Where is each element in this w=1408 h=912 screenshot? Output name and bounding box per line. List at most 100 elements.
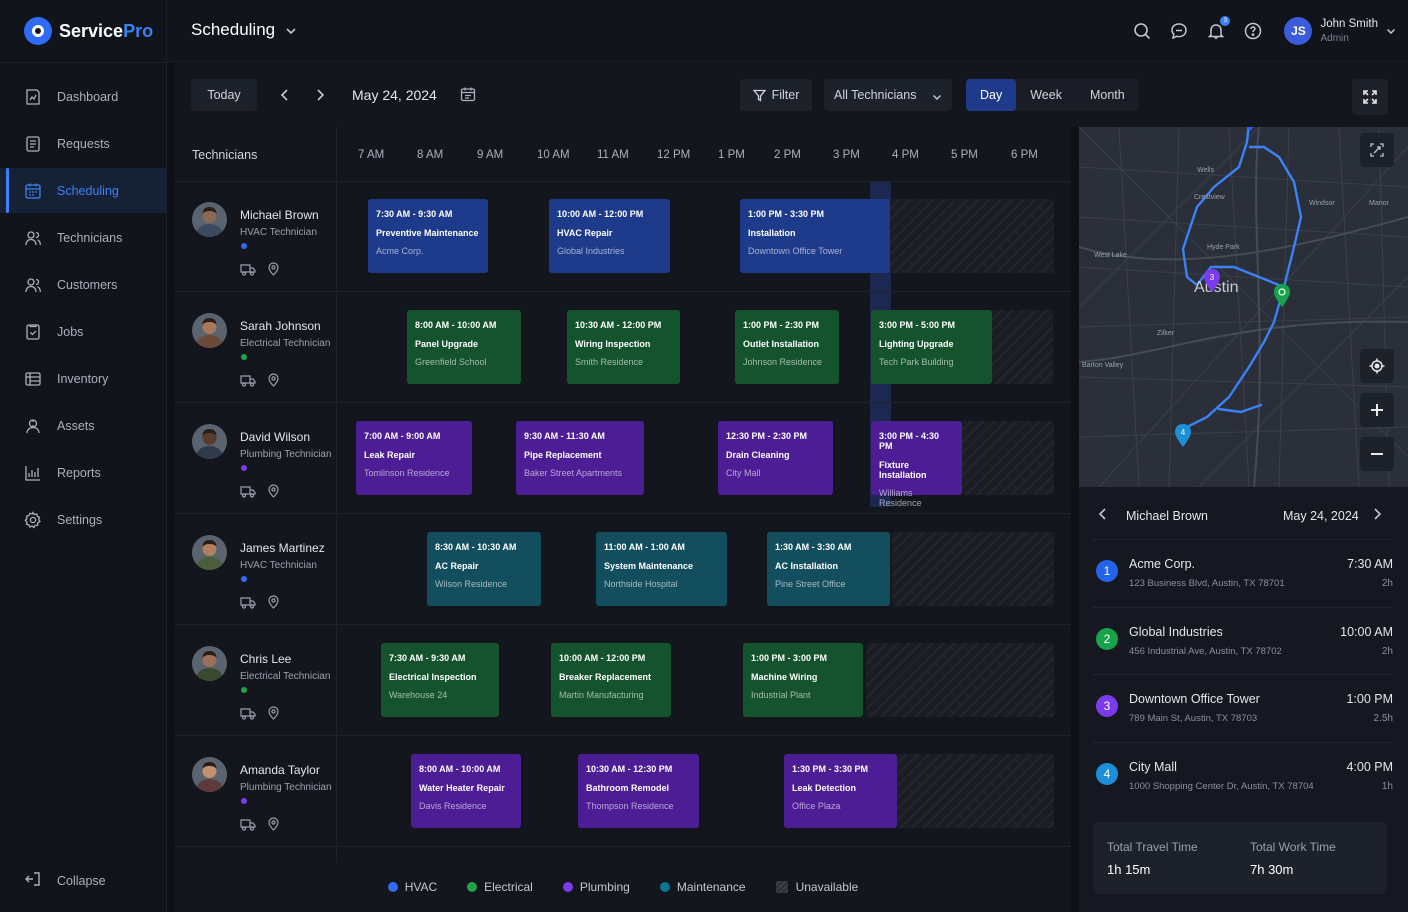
job-card[interactable]: 10:00 AM - 12:00 PM Breaker Replacement Ma… [551, 643, 671, 717]
sidebar-item-requests[interactable]: Requests [0, 121, 167, 166]
avatar[interactable] [192, 424, 227, 459]
job-location: Martin Manufacturing [559, 690, 644, 700]
chevron-down-icon[interactable] [1386, 28, 1396, 35]
technician-name[interactable]: David Wilson [240, 430, 311, 444]
map-pin-4[interactable]: 4 [1175, 424, 1191, 447]
job-card[interactable]: 8:30 AM - 10:30 AM AC Repair Wilson Reside… [427, 532, 541, 606]
legend-item: Unavailable [775, 880, 858, 894]
sidebar-item-assets[interactable]: Assets [0, 403, 167, 448]
user-avatar[interactable]: JS [1284, 17, 1313, 45]
sidebar-item-customers[interactable]: Customers [0, 262, 167, 307]
filter-button[interactable]: Filter [740, 79, 812, 111]
view-day-button[interactable]: Day [966, 79, 1017, 111]
sidebar-item-inventory[interactable]: Inventory [0, 356, 167, 401]
job-card[interactable]: 8:00 AM - 10:00 AM Panel Upgrade Greenfiel… [407, 310, 521, 384]
map-pin-1[interactable]: 1 [1240, 127, 1260, 131]
technician-select[interactable]: All Technicians [824, 79, 952, 111]
map-pin-2[interactable] [1274, 284, 1290, 307]
calendar-icon[interactable] [460, 86, 476, 107]
job-card[interactable]: 7:30 AM - 9:30 AM Preventive Maintenance A… [368, 199, 488, 273]
avatar[interactable] [192, 313, 227, 348]
sidebar-item-reports[interactable]: Reports [0, 450, 167, 495]
collapse-button[interactable]: Collapse [24, 870, 106, 891]
truck-icon[interactable] [240, 596, 256, 609]
route-stop[interactable]: 2 Global Industries 456 Industrial Ave, Au… [1093, 606, 1393, 673]
zoom-in-button[interactable] [1360, 393, 1394, 427]
job-card[interactable]: 12:30 PM - 2:30 PM Drain Cleaning City Mal… [718, 421, 833, 495]
app-logo[interactable]: ServicePro [24, 16, 153, 46]
job-card[interactable]: 11:00 AM - 1:00 AM System Maintenance Nort… [596, 532, 727, 606]
previous-technician-button[interactable] [1098, 507, 1107, 526]
route-stop[interactable]: 3 Downtown Office Tower 789 Main St, Austi… [1093, 674, 1393, 740]
map-label: Wells [1197, 167, 1214, 174]
previous-day-button[interactable] [276, 85, 292, 105]
job-card[interactable]: 1:00 PM - 3:30 PM Installation Downtown Of… [740, 199, 890, 273]
next-technician-button[interactable] [1373, 507, 1382, 526]
user-menu[interactable]: John Smith Admin [1320, 18, 1378, 44]
route-map[interactable]: Wells Crestview Windsor Manor Hyde Park … [1079, 127, 1408, 487]
location-pin-icon[interactable] [268, 706, 279, 720]
schedule-grid: Technicians 7 AM 8 AM 9 AM 10 AM 11 AM 12 PM 1… [175, 127, 1071, 912]
job-card[interactable]: 1:00 PM - 2:30 PM Outlet Installation John… [735, 310, 839, 384]
location-pin-icon[interactable] [268, 373, 279, 387]
avatar[interactable] [192, 202, 227, 237]
job-card[interactable]: 10:30 AM - 12:00 PM Wiring Inspection Smit… [567, 310, 680, 384]
job-card[interactable]: 10:00 AM - 12:00 PM HVAC Repair Global Ind… [549, 199, 670, 273]
sidebar-item-jobs[interactable]: Jobs [0, 309, 167, 354]
job-card[interactable]: 9:30 AM - 11:30 AM Pipe Replacement Baker … [516, 421, 644, 495]
map-pin-3[interactable]: 3 [1204, 269, 1220, 292]
map-label: Zilker [1157, 330, 1175, 337]
sidebar-item-scheduling[interactable]: Scheduling [0, 168, 167, 213]
avatar[interactable] [192, 535, 227, 570]
location-pin-icon[interactable] [268, 484, 279, 498]
job-card[interactable]: 1:00 PM - 3:00 PM Machine Wiring Industria… [743, 643, 863, 717]
job-card[interactable]: 8:00 AM - 10:00 AM Water Heater Repair Dav… [411, 754, 521, 828]
job-card[interactable]: 1:30 AM - 3:30 AM AC Installation Pine Str… [767, 532, 890, 606]
job-title: Panel Upgrade [415, 339, 479, 349]
avatar[interactable] [192, 646, 227, 681]
job-card[interactable]: 1:30 PM - 3:30 PM Leak Detection Office Pl… [784, 754, 897, 828]
help-icon[interactable] [1243, 21, 1263, 41]
sidebar-item-label: Jobs [57, 324, 84, 339]
stop-address: 456 Industrial Ave, Austin, TX 78702 [1129, 645, 1282, 657]
truck-icon[interactable] [240, 374, 256, 387]
fullscreen-button[interactable] [1352, 79, 1388, 115]
truck-icon[interactable] [240, 707, 256, 720]
truck-icon[interactable] [240, 485, 256, 498]
route-stop[interactable]: 4 City Mall 1000 Shopping Center Dr, Austi… [1093, 741, 1393, 808]
job-card[interactable]: 7:30 AM - 9:30 AM Electrical Inspection Wa… [381, 643, 499, 717]
view-week-button[interactable]: Week [1030, 88, 1062, 102]
truck-icon[interactable] [240, 818, 256, 831]
truck-icon[interactable] [240, 263, 256, 276]
location-pin-icon[interactable] [268, 817, 279, 831]
page-title-dropdown[interactable]: Scheduling [191, 20, 297, 40]
fit-bounds-icon [1370, 143, 1384, 157]
search-icon[interactable] [1132, 21, 1152, 41]
job-card[interactable]: 3:00 PM - 4:30 PM Fixture Installation Wil… [871, 421, 962, 508]
view-month-button[interactable]: Month [1089, 88, 1125, 102]
technician-name[interactable]: James Martinez [240, 541, 325, 555]
technician-name[interactable]: Chris Lee [240, 652, 292, 666]
map-locate-button[interactable] [1360, 349, 1394, 383]
technician-name[interactable]: Sarah Johnson [240, 319, 321, 333]
job-location: Tech Park Building [879, 357, 954, 367]
today-button[interactable]: Today [191, 79, 257, 111]
avatar[interactable] [192, 757, 227, 792]
location-pin-icon[interactable] [268, 595, 279, 609]
bell-icon[interactable]: 3 [1206, 16, 1231, 41]
job-card[interactable]: 10:30 AM - 12:30 PM Bathroom Remodel Thomp… [578, 754, 699, 828]
next-day-button[interactable] [312, 85, 328, 105]
job-card[interactable]: 7:00 AM - 9:00 AM Leak Repair Tomlinson Re… [356, 421, 472, 495]
route-stop[interactable]: 1 Acme Corp. 123 Business Blvd, Austin, TX… [1093, 539, 1393, 605]
zoom-out-button[interactable] [1360, 437, 1394, 471]
chat-icon[interactable] [1169, 21, 1189, 41]
map-fit-button[interactable] [1360, 133, 1394, 167]
sidebar-item-technicians[interactable]: Technicians [0, 215, 167, 260]
technician-name[interactable]: Michael Brown [240, 208, 319, 222]
job-card[interactable]: 3:00 PM - 5:00 PM Lighting Upgrade Tech Pa… [871, 310, 992, 384]
technician-name[interactable]: Amanda Taylor [240, 763, 320, 777]
sidebar-item-label: Reports [57, 465, 101, 480]
sidebar-item-dashboard[interactable]: Dashboard [0, 74, 167, 119]
location-pin-icon[interactable] [268, 262, 279, 276]
sidebar-item-settings[interactable]: Settings [0, 497, 167, 542]
